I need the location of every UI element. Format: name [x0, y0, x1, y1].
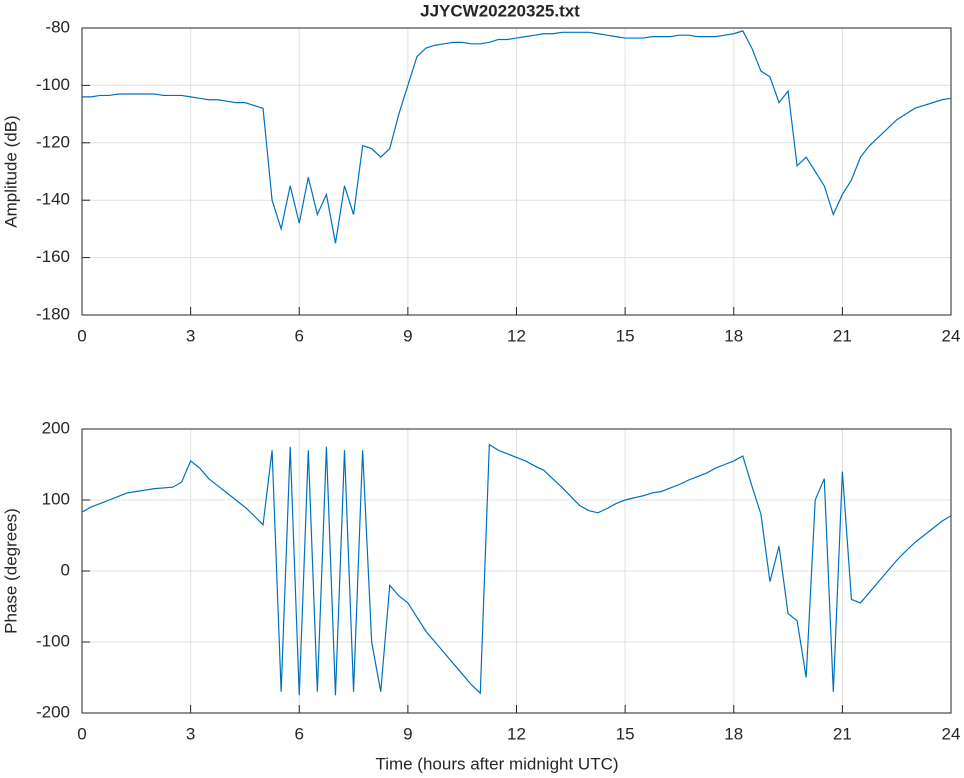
y-axis-label: Amplitude (dB) [1, 115, 20, 227]
chart-title: JJYCW20220325.txt [420, 1, 580, 20]
y-tick-label: 100 [42, 489, 70, 508]
x-tick-label: 24 [942, 724, 961, 743]
x-tick-label: 21 [833, 326, 852, 345]
y-tick-label: 0 [61, 560, 70, 579]
x-tick-label: 12 [507, 724, 526, 743]
x-tick-label: 24 [942, 326, 961, 345]
x-tick-label: 15 [616, 326, 635, 345]
x-tick-label: 15 [616, 724, 635, 743]
y-tick-label: -80 [45, 17, 70, 36]
y-tick-label: -100 [36, 75, 70, 94]
x-tick-label: 12 [507, 326, 526, 345]
axes-frame [81, 27, 952, 316]
x-tick-label: 0 [77, 724, 86, 743]
y-tick-label: -160 [36, 247, 70, 266]
x-tick-label: 3 [186, 724, 195, 743]
y-tick-label: -180 [36, 304, 70, 323]
axes-frame [81, 428, 952, 714]
x-tick-label: 21 [833, 724, 852, 743]
y-tick-label: -120 [36, 132, 70, 151]
x-tick-label: 9 [403, 326, 412, 345]
x-tick-label: 9 [403, 724, 412, 743]
x-tick-label: 6 [295, 326, 304, 345]
x-tick-label: 0 [77, 326, 86, 345]
x-tick-label: 3 [186, 326, 195, 345]
data-line [81, 443, 952, 696]
y-axis-label: Phase (degrees) [1, 508, 20, 634]
x-tick-label: 18 [724, 724, 743, 743]
x-tick-label: 18 [724, 326, 743, 345]
x-tick-label: 6 [295, 724, 304, 743]
y-tick-label: -200 [36, 702, 70, 721]
data-line [82, 30, 952, 244]
y-tick-label: -100 [36, 631, 70, 650]
y-tick-label: -140 [36, 190, 70, 209]
y-tick-label: 200 [42, 418, 70, 437]
x-axis-label: Time (hours after midnight UTC) [375, 754, 618, 773]
